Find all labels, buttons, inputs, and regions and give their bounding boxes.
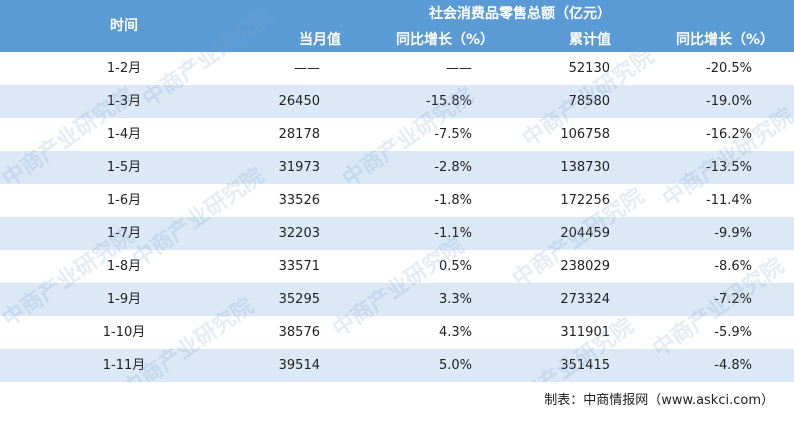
cell-monthly-value: 32203	[278, 226, 320, 241]
cell-cumulative-growth: -7.2%	[714, 292, 752, 307]
cell-monthly-value: 26450	[278, 94, 320, 109]
cell-time: 1-6月	[106, 193, 142, 208]
cell-cumulative-growth: -11.4%	[706, 193, 752, 208]
cell-time: 1-10月	[102, 325, 146, 340]
table-row: 1-11月 39514 5.0% 351415 -4.8%	[0, 349, 794, 382]
cell-cumulative-value: 106758	[560, 127, 610, 142]
cell-monthly-growth: -1.8%	[434, 193, 472, 208]
cell-cumulative-growth: -16.2%	[706, 127, 752, 142]
cell-cumulative-growth: -5.9%	[714, 325, 752, 340]
cell-time: 1-11月	[102, 358, 146, 373]
cell-time: 1-8月	[106, 259, 142, 274]
cell-monthly-growth: ——	[446, 61, 472, 76]
cell-cumulative-value: 172256	[560, 193, 610, 208]
table-row: 1-8月 33571 0.5% 238029 -8.6%	[0, 250, 794, 283]
cell-monthly-value: ——	[294, 61, 320, 76]
source-note: 制表：中商情报网（www.askci.com）	[544, 393, 774, 408]
cell-time: 1-2月	[106, 61, 142, 76]
cell-cumulative-growth: -13.5%	[706, 160, 752, 175]
table-row: 1-2月 —— —— 52130 -20.5%	[0, 52, 794, 85]
cell-monthly-growth: -7.5%	[434, 127, 472, 142]
cell-cumulative-growth: -8.6%	[714, 259, 752, 274]
table-row: 1-6月 33526 -1.8% 172256 -11.4%	[0, 184, 794, 217]
cell-monthly-growth: 3.3%	[438, 292, 472, 307]
table-row: 1-7月 32203 -1.1% 204459 -9.9%	[0, 217, 794, 250]
header-cumulative-value: 累计值	[569, 32, 611, 48]
cell-monthly-value: 33526	[278, 193, 320, 208]
cell-time: 1-3月	[106, 94, 142, 109]
cell-time: 1-9月	[106, 292, 142, 307]
cell-cumulative-value: 52130	[568, 61, 610, 76]
header-time: 时间	[110, 18, 138, 34]
cell-monthly-growth: -2.8%	[434, 160, 472, 175]
cell-cumulative-value: 238029	[560, 259, 610, 274]
cell-monthly-value: 35295	[278, 292, 320, 307]
cell-monthly-growth: 4.3%	[438, 325, 472, 340]
cell-monthly-growth: 5.0%	[438, 358, 472, 373]
table-row: 1-5月 31973 -2.8% 138730 -13.5%	[0, 151, 794, 184]
table-row: 1-3月 26450 -15.8% 78580 -19.0%	[0, 85, 794, 118]
cell-cumulative-growth: -19.0%	[706, 94, 752, 109]
table-body: 1-2月 —— —— 52130 -20.5% 1-3月 26450 -15.8% 78580 -…	[0, 52, 794, 382]
cell-cumulative-value: 138730	[560, 160, 610, 175]
cell-monthly-growth: -1.1%	[434, 226, 472, 241]
cell-cumulative-growth: -20.5%	[706, 61, 752, 76]
cell-monthly-growth: 0.5%	[438, 259, 472, 274]
footer	[0, 382, 794, 416]
cell-cumulative-growth: -9.9%	[714, 226, 752, 241]
cell-monthly-value: 39514	[278, 358, 320, 373]
cell-monthly-value: 38576	[278, 325, 320, 340]
table-row: 1-4月 28178 -7.5% 106758 -16.2%	[0, 118, 794, 151]
table-header: 时间 社会消费品零售总额（亿元） 当月值 同比增长（%） 累计值 同比增长（%）	[0, 0, 794, 52]
header-cumulative-growth: 同比增长（%）	[675, 32, 775, 48]
cell-cumulative-value: 351415	[560, 358, 610, 373]
cell-cumulative-growth: -4.8%	[714, 358, 752, 373]
header-group-title: 社会消费品零售总额（亿元）	[429, 6, 611, 22]
cell-cumulative-value: 204459	[560, 226, 610, 241]
cell-monthly-value: 31973	[278, 160, 320, 175]
cell-time: 1-4月	[106, 127, 142, 142]
cell-time: 1-7月	[106, 226, 142, 241]
cell-monthly-growth: -15.8%	[426, 94, 472, 109]
table-row: 1-10月 38576 4.3% 311901 -5.9%	[0, 316, 794, 349]
cell-monthly-value: 33571	[278, 259, 320, 274]
cell-cumulative-value: 311901	[560, 325, 610, 340]
cell-cumulative-value: 78580	[568, 94, 610, 109]
cell-monthly-value: 28178	[278, 127, 320, 142]
header-monthly-value: 当月值	[299, 32, 341, 48]
cell-time: 1-5月	[106, 160, 142, 175]
cell-cumulative-value: 273324	[560, 292, 610, 307]
header-monthly-growth: 同比增长（%）	[395, 32, 495, 48]
table-row: 1-9月 35295 3.3% 273324 -7.2%	[0, 283, 794, 316]
